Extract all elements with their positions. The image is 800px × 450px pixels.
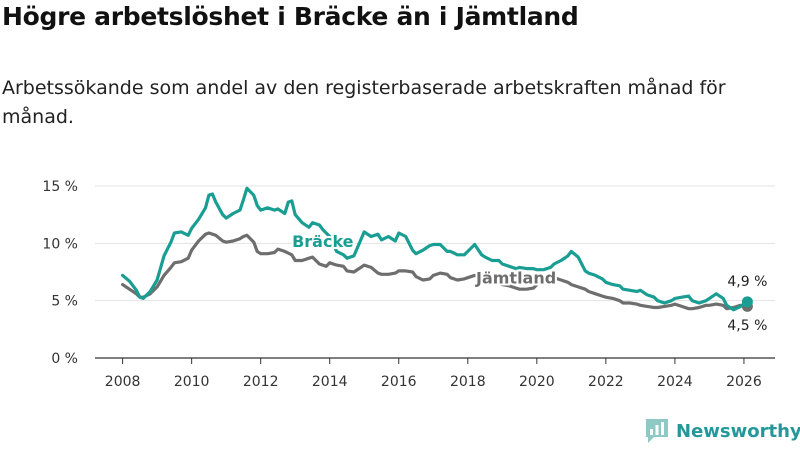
brand-name: Newsworthy xyxy=(676,420,800,442)
newsworthy-logo-icon xyxy=(646,419,668,443)
series-line-jamtland xyxy=(121,231,749,311)
x-tick-label: 2014 xyxy=(312,374,348,390)
x-tick-label: 2026 xyxy=(726,374,762,390)
end-value-label-bracke: 4,9 % xyxy=(727,274,767,290)
y-tick-label: 5 % xyxy=(51,294,78,310)
x-tick-label: 2024 xyxy=(657,374,693,390)
x-tick-label: 2016 xyxy=(381,374,417,390)
y-tick-label: 0 % xyxy=(51,351,78,367)
end-value-label-jamtland: 4,5 % xyxy=(727,318,767,334)
series-line-bracke xyxy=(121,186,749,312)
series-label-jamtland: Jämtland xyxy=(475,268,556,287)
series-label-bracke: Bräcke xyxy=(292,232,354,251)
x-tick-label: 2010 xyxy=(174,374,210,390)
x-tick-label: 2020 xyxy=(519,374,555,390)
x-tick-label: 2012 xyxy=(243,374,279,390)
y-tick-label: 15 % xyxy=(42,179,78,195)
series-end-dot-bracke xyxy=(741,296,753,308)
x-tick-label: 2022 xyxy=(588,374,624,390)
chart-title: Högre arbetslöshet i Bräcke än i Jämtlan… xyxy=(2,2,579,31)
x-tick-label: 2018 xyxy=(450,374,486,390)
y-tick-label: 10 % xyxy=(42,236,78,252)
x-tick-label: 2008 xyxy=(105,374,141,390)
chart-subtitle: Arbetssökande som andel av den registerb… xyxy=(2,77,726,128)
newsworthy-logo: Newsworthy xyxy=(646,419,800,443)
